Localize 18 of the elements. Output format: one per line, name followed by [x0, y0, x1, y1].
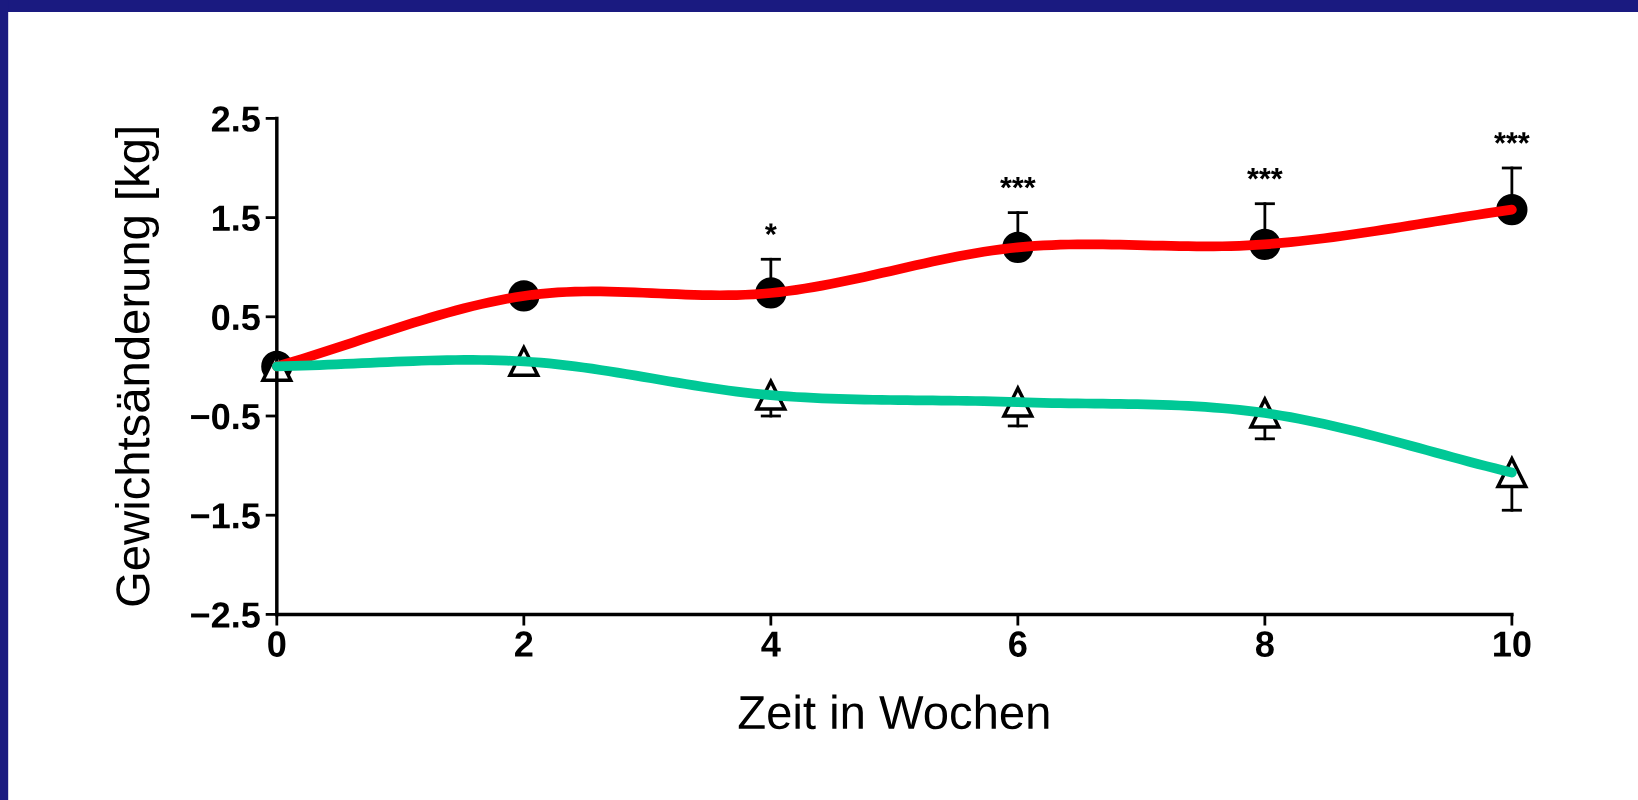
x-tick-label: 8 — [1255, 631, 1274, 657]
y-tick-label: 0.5 — [212, 304, 260, 331]
x-tick-label: 4 — [761, 631, 781, 657]
x-tick-label: 10 — [1494, 631, 1531, 657]
y-axis-title: Gewichtsänderung [kg] — [114, 128, 160, 606]
x-tick-label: 6 — [1009, 631, 1027, 657]
x-tick-label: 2 — [515, 631, 533, 657]
x-tick-label: 0 — [268, 631, 286, 657]
y-tick-label: −2.5 — [191, 602, 260, 628]
y-tick-label: −1.5 — [191, 503, 260, 529]
y-tick-label: 1.5 — [212, 205, 260, 232]
x-axis-title: Zeit in Wochen — [738, 694, 1049, 730]
annotation: *** — [1247, 168, 1283, 180]
y-tick-label: 2.5 — [211, 106, 260, 132]
y-tick-label: −0.5 — [191, 403, 260, 430]
annotation: *** — [1494, 132, 1530, 144]
annotation: * — [764, 223, 777, 235]
annotation: *** — [1000, 176, 1036, 189]
